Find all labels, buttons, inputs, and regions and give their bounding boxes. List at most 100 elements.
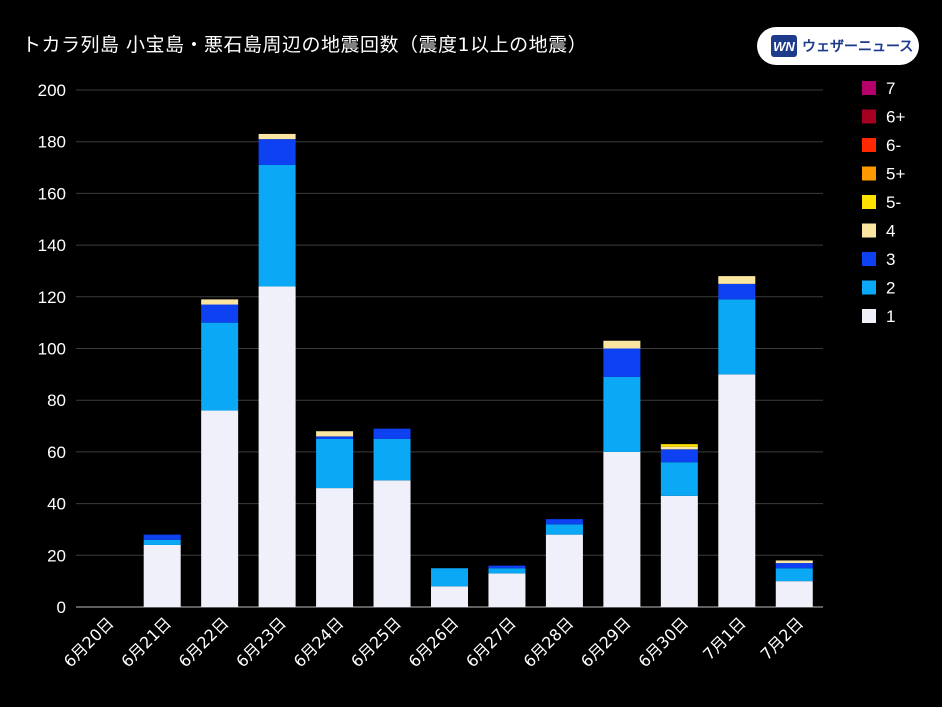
bar-segment-intensity-1	[373, 480, 411, 607]
legend-label: 1	[886, 307, 895, 326]
bar-segment-intensity-5-	[660, 444, 698, 447]
bar-segment-intensity-3	[258, 139, 296, 165]
bar-stack	[373, 428, 411, 607]
bar-stack	[258, 133, 296, 607]
bar-segment-intensity-4	[316, 431, 354, 437]
weathernews-logo: WN ウェザーニュース	[757, 27, 919, 65]
y-tick-label: 100	[38, 340, 66, 359]
legend-swatch	[862, 109, 876, 124]
y-axis-ticks: 0 20 40 60 80 100 120 140 160 180 200	[38, 81, 66, 617]
bar-segment-intensity-3	[316, 436, 354, 439]
bar-segment-intensity-1	[603, 451, 641, 607]
bar-segment-intensity-3	[373, 428, 411, 439]
bar-segment-intensity-1	[545, 534, 583, 607]
legend: 7 6+ 6- 5+ 5- 4 3 2 1	[862, 79, 905, 326]
bar-segment-intensity-2	[431, 568, 468, 587]
bar-segment-intensity-2	[373, 438, 411, 481]
bar-stack	[545, 519, 583, 607]
x-tick-label: 6月20日	[60, 613, 118, 671]
x-tick-label: 6月22日	[175, 613, 233, 671]
bar-stacks	[143, 133, 813, 607]
legend-item: 5+	[862, 165, 905, 184]
bar-segment-intensity-2	[545, 524, 583, 535]
legend-swatch	[862, 195, 876, 209]
bar-segment-intensity-3	[775, 563, 813, 569]
bar-segment-intensity-3	[718, 283, 756, 300]
bar-segment-intensity-4	[258, 133, 296, 140]
legend-swatch	[862, 81, 876, 95]
legend-swatch	[862, 309, 876, 323]
legend-swatch	[862, 252, 876, 266]
x-tick-label: 6月29日	[577, 613, 635, 671]
x-tick-label: 6月25日	[347, 613, 405, 671]
bar-segment-intensity-3	[660, 449, 698, 463]
bar-stack	[143, 534, 181, 607]
legend-item: 3	[862, 250, 895, 269]
bar-segment-intensity-3	[143, 534, 181, 540]
bar-segment-intensity-2	[660, 462, 698, 496]
legend-item: 5-	[862, 193, 901, 212]
x-tick-label: 7月1日	[699, 613, 749, 663]
legend-label: 6+	[886, 108, 905, 127]
brand-name: ウェザーニュース	[802, 39, 914, 55]
bar-segment-intensity-2	[143, 539, 181, 545]
x-tick-label: 6月27日	[462, 613, 520, 671]
x-tick-label: 7月2日	[757, 613, 807, 663]
y-tick-label: 40	[47, 495, 66, 514]
legend-item: 1	[862, 307, 895, 326]
bar-stack	[718, 276, 756, 607]
gridlines	[76, 89, 823, 608]
y-tick-label: 140	[38, 236, 66, 255]
legend-item: 6+	[862, 108, 905, 127]
legend-label: 6-	[886, 136, 901, 155]
weathernews-logo-icon: WN	[771, 35, 797, 57]
bar-segment-intensity-1	[201, 410, 239, 607]
legend-item: 2	[862, 279, 895, 298]
bar-segment-intensity-4	[660, 446, 698, 450]
bar-segment-intensity-2	[775, 568, 813, 582]
bar-segment-intensity-3	[201, 304, 239, 323]
legend-swatch	[862, 138, 876, 152]
bar-stack	[660, 444, 698, 607]
bar-segment-intensity-4	[775, 560, 813, 564]
bar-segment-intensity-1	[431, 586, 468, 607]
legend-swatch	[862, 223, 876, 238]
bar-segment-intensity-2	[316, 438, 354, 489]
legend-label: 3	[886, 250, 895, 269]
x-tick-label: 6月26日	[405, 613, 463, 671]
bar-segment-intensity-1	[258, 286, 296, 607]
bar-stack	[775, 560, 813, 607]
bar-segment-intensity-1	[775, 581, 813, 607]
bar-segment-intensity-4	[201, 299, 239, 305]
bar-segment-intensity-1	[316, 488, 354, 607]
legend-label: 4	[886, 222, 895, 241]
bar-segment-intensity-3	[603, 348, 641, 377]
bar-stack	[603, 340, 641, 607]
x-tick-label: 6月28日	[520, 613, 578, 671]
x-tick-label: 6月23日	[232, 613, 290, 671]
y-tick-label: 180	[38, 133, 66, 152]
bar-segment-intensity-3	[488, 565, 526, 569]
y-tick-label: 120	[38, 288, 66, 307]
y-tick-label: 200	[38, 81, 66, 100]
y-tick-label: 0	[57, 598, 66, 617]
bar-segment-intensity-2	[201, 322, 239, 411]
bar-stack	[431, 568, 468, 607]
legend-item: 6-	[862, 136, 901, 155]
y-tick-label: 60	[47, 443, 66, 462]
x-tick-label: 6月21日	[117, 613, 175, 671]
y-tick-label: 160	[38, 184, 66, 203]
legend-label: 5+	[886, 165, 905, 184]
legend-item: 4	[862, 222, 895, 241]
bar-segment-intensity-2	[603, 376, 641, 452]
x-axis-ticks: 6月20日 6月21日 6月22日 6月23日 6月24日 6月25日 6月26日 6月27日…	[60, 613, 807, 671]
y-tick-label: 80	[47, 391, 66, 410]
legend-label: 5-	[886, 193, 901, 212]
legend-item: 7	[862, 79, 895, 98]
bar-segment-intensity-4	[603, 340, 641, 349]
legend-label: 7	[886, 79, 895, 98]
bar-stack	[201, 299, 239, 607]
legend-swatch	[862, 166, 876, 181]
